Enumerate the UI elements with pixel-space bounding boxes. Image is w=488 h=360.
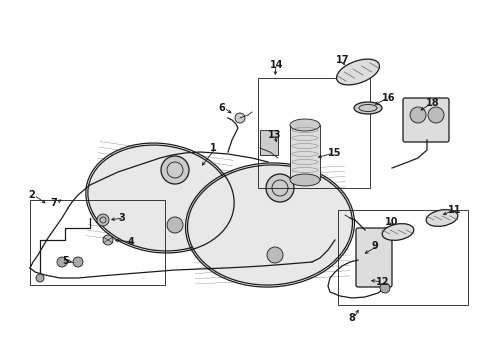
Text: 13: 13: [267, 130, 281, 140]
Text: 4: 4: [128, 237, 135, 247]
Bar: [30, 200, 164, 285]
Ellipse shape: [353, 102, 381, 114]
Text: 12: 12: [375, 277, 389, 287]
Circle shape: [36, 274, 44, 282]
Text: 5: 5: [62, 256, 69, 266]
Circle shape: [379, 283, 389, 293]
Ellipse shape: [382, 224, 413, 240]
Ellipse shape: [289, 119, 319, 131]
Text: 18: 18: [425, 98, 439, 108]
Text: 3: 3: [118, 213, 124, 223]
Circle shape: [97, 214, 109, 226]
Text: 9: 9: [371, 241, 378, 251]
Circle shape: [161, 156, 189, 184]
Text: 16: 16: [381, 93, 395, 103]
Text: 15: 15: [327, 148, 341, 158]
Text: 2: 2: [28, 190, 35, 200]
Ellipse shape: [336, 59, 379, 85]
Ellipse shape: [88, 145, 232, 251]
Text: 1: 1: [209, 143, 216, 153]
Bar: [337, 210, 467, 305]
Ellipse shape: [426, 210, 457, 226]
Circle shape: [57, 257, 67, 267]
Ellipse shape: [187, 165, 352, 285]
Circle shape: [167, 217, 183, 233]
Text: 11: 11: [447, 205, 461, 215]
FancyBboxPatch shape: [402, 98, 448, 142]
Text: 8: 8: [347, 313, 354, 323]
FancyBboxPatch shape: [355, 228, 391, 287]
Text: 17: 17: [335, 55, 349, 65]
Ellipse shape: [289, 174, 319, 186]
Text: 6: 6: [218, 103, 224, 113]
Text: 10: 10: [384, 217, 398, 227]
Circle shape: [427, 107, 443, 123]
Bar: [260, 130, 278, 155]
Bar: [258, 78, 369, 188]
Circle shape: [103, 235, 113, 245]
Bar: [289, 125, 319, 180]
Circle shape: [265, 174, 293, 202]
Circle shape: [235, 113, 244, 123]
Text: 14: 14: [269, 60, 283, 70]
Circle shape: [73, 257, 83, 267]
Circle shape: [266, 247, 283, 263]
Text: 7: 7: [50, 198, 57, 208]
Circle shape: [409, 107, 425, 123]
